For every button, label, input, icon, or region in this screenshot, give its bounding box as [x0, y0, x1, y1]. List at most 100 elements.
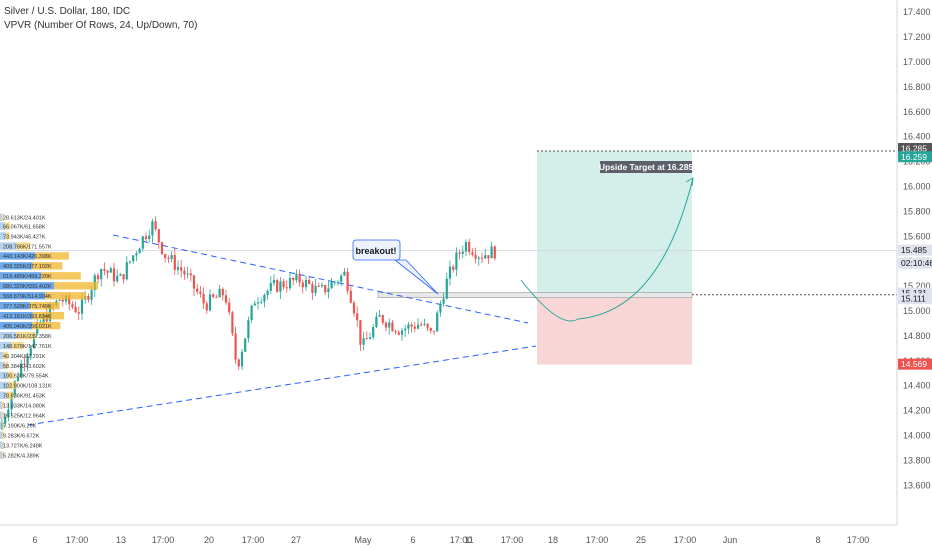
candle-body	[276, 280, 279, 292]
price-label-bg	[898, 257, 932, 269]
price-label: 15.111	[901, 294, 926, 304]
time-tick-label: 20	[204, 535, 214, 545]
vp-down-bar	[32, 262, 63, 270]
candle-body	[109, 268, 112, 273]
candle-body	[4, 416, 7, 424]
price-tick-label: 13.800	[903, 455, 931, 465]
candle-body	[292, 278, 295, 281]
projection-arrowhead	[685, 177, 694, 187]
candle-body	[458, 252, 461, 254]
price-tick-label: 14.400	[903, 381, 931, 391]
candle-body	[480, 257, 484, 259]
candle-body	[304, 279, 308, 288]
vp-up-bar	[0, 282, 54, 290]
price-tick-label: 14.000	[903, 431, 931, 441]
candle-body	[135, 253, 138, 256]
vp-row-label: 40.304K/62.291K	[3, 354, 46, 360]
support-trendline	[27, 345, 537, 426]
candle-body	[176, 267, 180, 270]
target-zone	[537, 151, 692, 295]
vp-row-label: 208.786K/171.557K	[3, 244, 52, 250]
price-tick-label: 14.200	[903, 406, 931, 416]
vp-down-bar	[8, 381, 17, 390]
time-tick-label: 17:00	[586, 535, 609, 545]
candle-body	[183, 270, 186, 275]
candle-body	[231, 312, 234, 334]
price-tick-label: 16.000	[903, 182, 931, 192]
vp-row-label: 206.581K/239.358K	[3, 334, 52, 340]
vp-up-bar	[0, 451, 3, 459]
vp-up-bar	[0, 411, 3, 419]
vp-down-bar	[6, 391, 14, 400]
candle-body	[164, 254, 167, 259]
candles-layer	[0, 216, 496, 431]
candle-body	[116, 275, 119, 282]
candle-body	[445, 278, 448, 299]
vp-down-bar	[3, 351, 9, 360]
candle-body	[128, 261, 132, 263]
time-tick-label: May	[354, 535, 372, 545]
vp-row-label: 680.320K/555.402K	[3, 284, 52, 290]
candle-body	[336, 281, 340, 283]
candle-body	[96, 275, 100, 280]
candle-body	[391, 322, 394, 332]
price-label-bg	[898, 358, 932, 370]
time-tick-label: 6	[32, 535, 37, 545]
vp-row-label: 7.190K/6.26K	[3, 424, 37, 430]
vp-down-bar	[2, 421, 4, 429]
candle-body	[20, 363, 23, 378]
vp-row-label: 413.181K/393.834K	[3, 314, 52, 320]
candle-body	[215, 297, 218, 299]
candle-body	[413, 326, 416, 329]
indicator-title[interactable]: VPVR (Number Of Rows, 24, Up/Down, 70)	[4, 20, 198, 31]
candle-body	[148, 235, 151, 240]
vp-up-bar	[0, 213, 3, 222]
candle-body	[384, 322, 388, 328]
candle-body	[112, 268, 116, 282]
candle-body	[288, 278, 292, 289]
candle-body	[493, 246, 496, 259]
candle-body	[295, 273, 298, 281]
candle-body	[160, 242, 164, 255]
vp-row-label: 28.613K/24.401K	[3, 216, 46, 222]
candle-body	[247, 320, 250, 339]
volume-profile-layer: 28.613K/24.401K 66.067K/61.658K 73.943K/46…	[0, 213, 98, 459]
upside-target-label: Upside Target at 16.285	[599, 162, 694, 172]
candle-body	[170, 255, 173, 260]
vp-row-label: 148.678K/147.761K	[3, 344, 52, 350]
candle-body	[237, 359, 240, 367]
vp-down-bar	[32, 321, 61, 330]
vp-down-bar	[4, 361, 9, 370]
candle-body	[468, 242, 471, 253]
candle-body	[397, 332, 400, 335]
vp-up-bar	[0, 242, 17, 250]
time-tick-label: 25	[636, 535, 646, 545]
vp-row-label: 409.325K/377.102K	[3, 264, 52, 270]
time-tick-label: 8	[815, 535, 820, 545]
candle-body	[362, 338, 365, 345]
candle-body	[484, 255, 487, 259]
candle-body	[429, 327, 432, 331]
candle-body	[436, 312, 439, 332]
price-tick-label: 16.800	[903, 82, 931, 92]
candle-body	[173, 255, 176, 270]
candle-body	[205, 303, 208, 311]
vp-row-label: 58.384K/43.602K	[3, 364, 46, 370]
price-tick-label: 15.200	[903, 281, 931, 291]
vp-up-bar	[0, 302, 30, 310]
candle-body	[212, 294, 215, 298]
candle-body	[423, 323, 426, 325]
vp-down-bar	[2, 451, 4, 459]
candle-body	[388, 322, 391, 328]
vp-down-bar	[1, 401, 5, 410]
time-tick-label: 6	[410, 535, 415, 545]
candle-body	[77, 312, 80, 314]
candle-body	[32, 333, 36, 349]
candle-body	[189, 273, 192, 276]
candle-body	[404, 328, 407, 331]
candle-body	[141, 236, 144, 249]
symbol-title[interactable]: Silver / U.S. Dollar, 180, IDC	[4, 6, 131, 17]
vp-up-bar	[0, 232, 6, 240]
vp-up-bar	[0, 391, 7, 400]
